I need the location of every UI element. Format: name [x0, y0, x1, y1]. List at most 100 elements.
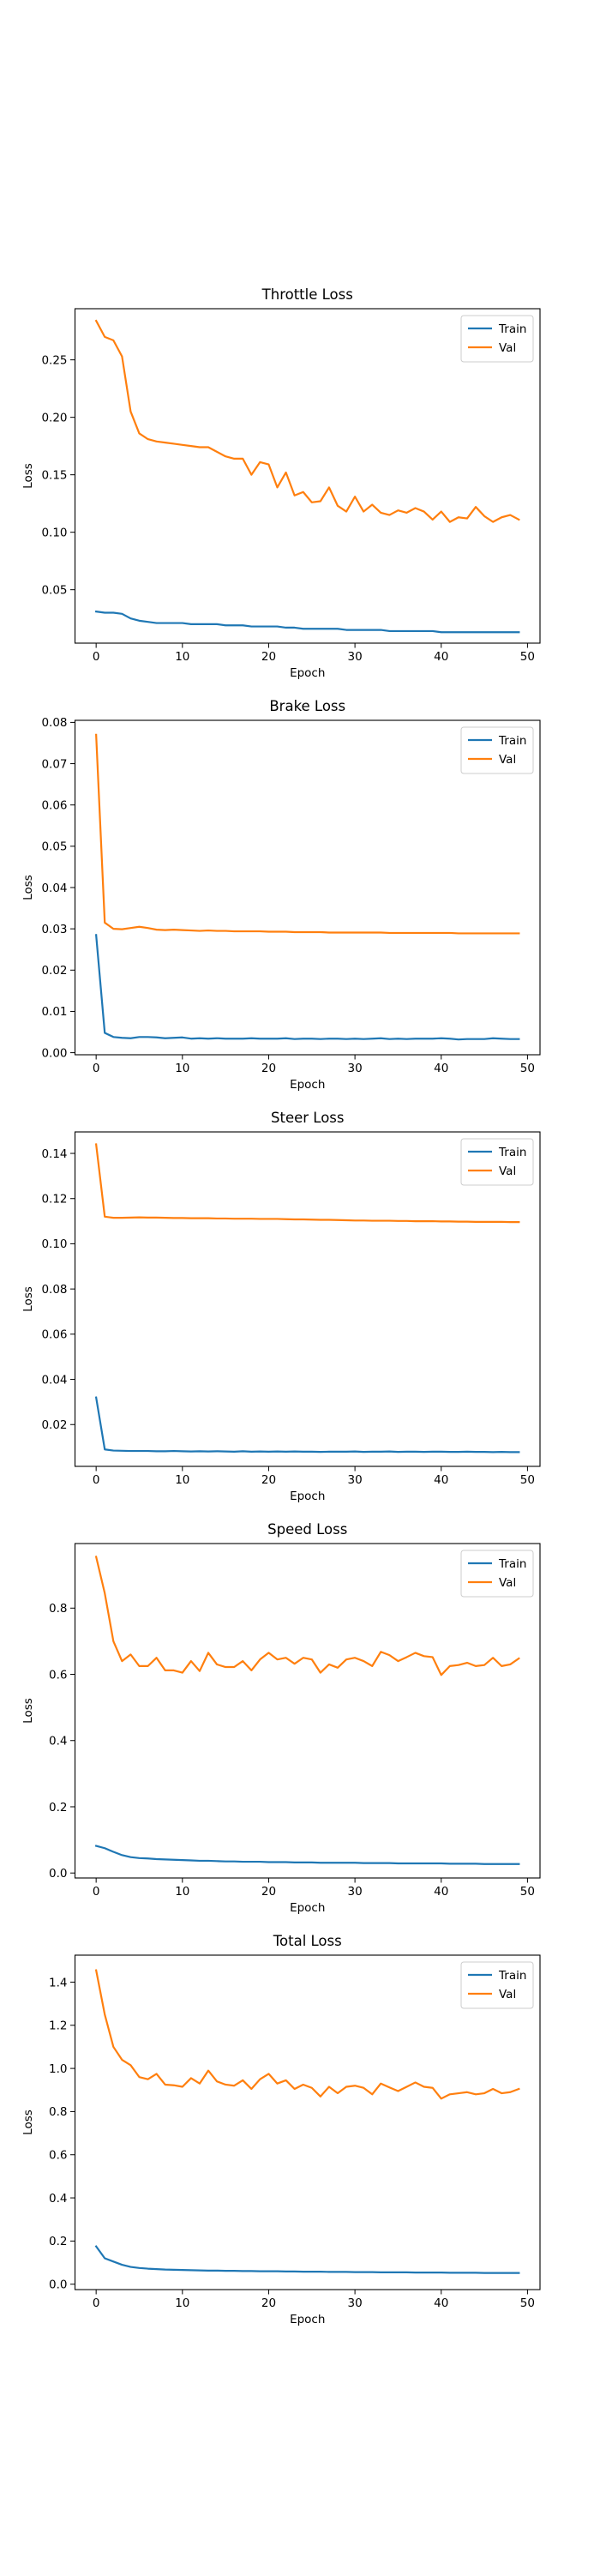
y-tick-label: 0.15 [41, 468, 67, 482]
x-tick-label: 50 [520, 1885, 535, 1899]
series-line-train [94, 1396, 520, 1454]
x-tick-label: 30 [348, 650, 363, 664]
legend-label-val: Val [499, 753, 516, 767]
y-tick-label: 0.01 [41, 1005, 67, 1019]
series-line-train [94, 934, 520, 1041]
y-tick-label: 0.08 [41, 1283, 67, 1297]
x-tick-label: 40 [434, 1885, 448, 1899]
y-axis-label: Loss [21, 2110, 35, 2135]
chart-title: Throttle Loss [261, 286, 353, 303]
x-tick-label: 30 [348, 1473, 363, 1487]
axes-frame [74, 308, 541, 644]
y-tick-label: 0.12 [41, 1193, 67, 1207]
x-tick-label: 10 [175, 1473, 189, 1487]
x-axis-label: Epoch [290, 2313, 325, 2326]
legend-label-train: Train [498, 734, 526, 748]
legend: Train Val [460, 1550, 534, 1598]
series-line-val [94, 1143, 520, 1224]
x-tick-label: 10 [175, 1062, 189, 1075]
y-tick-label: 0.00 [41, 1046, 67, 1060]
x-tick-label: 0 [93, 650, 100, 664]
y-tick-label: 1.4 [49, 1976, 67, 1989]
series-line-val [94, 319, 520, 523]
y-tick-label: 0.14 [41, 1147, 67, 1161]
axes-frame [74, 1131, 541, 1467]
y-tick-label: 1.2 [49, 2019, 67, 2033]
chart-2: Brake Loss 0 10 20 30 40 50 0.00 0.01 0.02 0.03 0.0… [21, 698, 541, 1092]
x-tick-label: 10 [175, 2296, 189, 2310]
legend: Train Val [460, 1961, 534, 2009]
y-tick-label: 0.4 [49, 1735, 67, 1748]
legend-label-val: Val [499, 1165, 516, 1178]
x-tick-label: 30 [348, 1062, 363, 1075]
series-line-val [94, 1969, 520, 2100]
chart-title: Speed Loss [267, 1521, 347, 1538]
x-tick-label: 30 [348, 2296, 363, 2310]
y-tick-label: 0.03 [41, 923, 67, 936]
legend-label-val: Val [499, 1576, 516, 1590]
y-tick-label: 0.25 [41, 353, 67, 367]
y-tick-label: 0.8 [49, 1602, 67, 1616]
x-tick-label: 10 [175, 650, 189, 664]
y-tick-label: 0.10 [41, 526, 67, 539]
legend-label-train: Train [498, 1969, 526, 1983]
x-tick-label: 50 [520, 650, 535, 664]
legend-label-train: Train [498, 322, 526, 336]
y-axis-label: Loss [21, 1286, 35, 1312]
chart-title: Total Loss [273, 1933, 342, 1949]
x-tick-label: 50 [520, 1062, 535, 1075]
x-tick-label: 0 [93, 2296, 100, 2310]
y-tick-label: 0.2 [49, 1801, 67, 1815]
y-tick-label: 0.04 [41, 1373, 67, 1387]
legend-label-val: Val [499, 341, 516, 355]
legend-label-val: Val [499, 1988, 516, 2001]
series-line-val [94, 1556, 520, 1676]
y-tick-label: 0.04 [41, 882, 67, 895]
legend-box [460, 315, 534, 363]
series-line-val [95, 733, 520, 935]
x-tick-label: 40 [434, 650, 448, 664]
y-tick-label: 0.20 [41, 411, 67, 424]
legend-box [460, 1138, 534, 1186]
y-tick-label: 0.02 [41, 1418, 67, 1432]
legend-box [460, 726, 534, 774]
y-axis-label: Loss [21, 463, 35, 489]
x-tick-label: 40 [434, 2296, 448, 2310]
y-tick-label: 0.02 [41, 964, 67, 978]
y-tick-label: 0.4 [49, 2192, 67, 2206]
chart-4: Speed Loss 0 10 20 30 40 50 0.0 0.2 0.4 0.6 0.8 Epoc… [21, 1521, 541, 1915]
x-tick-label: 50 [520, 1473, 535, 1487]
chart-5: Total Loss 0 10 20 30 40 50 0.0 0.2 0.4 0.6 0.8 1.0 1… [21, 1933, 541, 2326]
y-tick-label: 0.0 [49, 1867, 67, 1881]
x-tick-label: 50 [520, 2296, 535, 2310]
legend: Train Val [460, 1138, 534, 1186]
x-tick-label: 0 [93, 1473, 100, 1487]
y-axis-label: Loss [21, 875, 35, 900]
y-tick-label: 0.06 [41, 799, 67, 813]
x-tick-label: 20 [261, 1885, 276, 1899]
y-tick-label: 0.07 [41, 757, 67, 771]
x-tick-label: 40 [434, 1062, 448, 1075]
y-tick-label: 0.05 [41, 583, 67, 597]
x-tick-label: 20 [261, 1473, 276, 1487]
x-axis-label: Epoch [290, 1078, 325, 1092]
x-tick-label: 0 [93, 1885, 100, 1899]
x-tick-label: 40 [434, 1473, 448, 1487]
x-tick-label: 20 [261, 1062, 276, 1075]
y-tick-label: 0.08 [41, 716, 67, 730]
y-tick-label: 0.0 [49, 2278, 67, 2292]
y-tick-label: 0.05 [41, 840, 67, 854]
legend-label-train: Train [498, 1146, 526, 1159]
x-tick-label: 0 [93, 1062, 100, 1075]
legend-label-train: Train [498, 1557, 526, 1571]
x-tick-label: 30 [348, 1885, 363, 1899]
legend-box [460, 1550, 534, 1598]
x-axis-label: Epoch [290, 1901, 325, 1915]
y-tick-label: 0.6 [49, 2149, 67, 2163]
chart-title: Steer Loss [271, 1110, 344, 1126]
y-tick-label: 1.0 [49, 2062, 67, 2076]
x-axis-label: Epoch [290, 1490, 325, 1503]
axes-frame [74, 1954, 541, 2290]
